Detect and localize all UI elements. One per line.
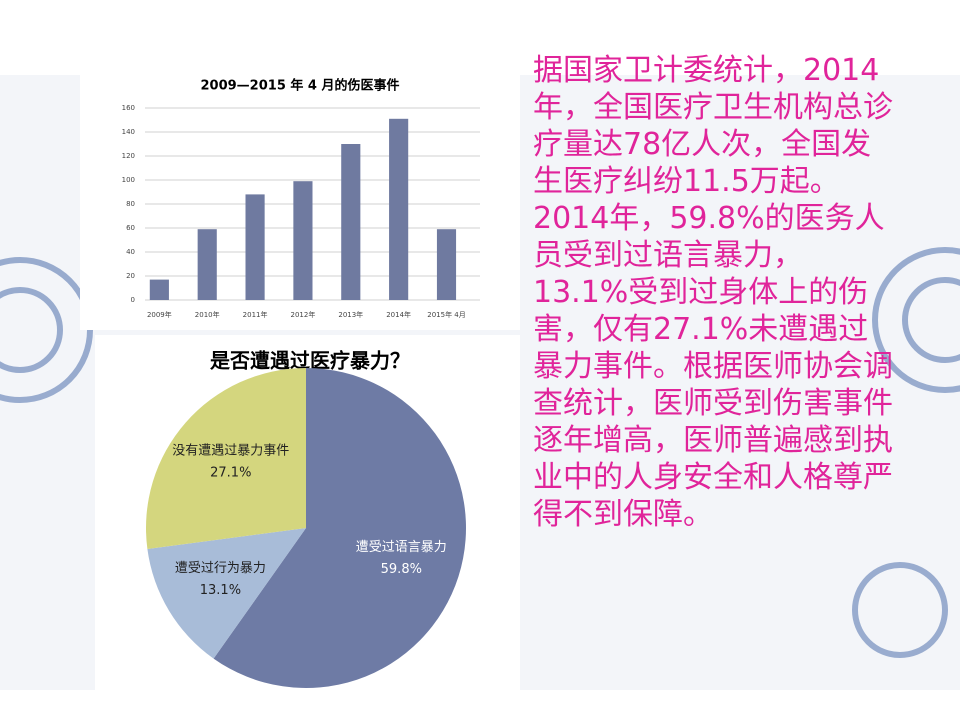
y-tick-label: 60	[126, 224, 135, 232]
slice-value: 13.1%	[200, 583, 241, 598]
x-tick-label: 2011年	[243, 310, 268, 319]
bar	[389, 118, 409, 300]
bar-title: 2009—2015 年 4 月的伤医事件	[201, 78, 400, 94]
slice-value: 27.1%	[210, 466, 251, 481]
y-tick-label: 140	[122, 128, 135, 136]
paragraph: 据国家卫计委统计，2014年，全国医疗卫生机构总诊疗量达78亿人次，全国发生医疗…	[533, 53, 893, 532]
x-tick-label: 2015年 4月	[427, 310, 466, 319]
pie-slice	[146, 368, 306, 550]
x-tick-label: 2014年	[386, 310, 411, 319]
x-tick-label: 2009年	[147, 310, 172, 319]
slice-value: 59.8%	[381, 562, 422, 577]
x-tick-label: 2010年	[195, 310, 220, 319]
x-tick-label: 2013年	[338, 310, 363, 319]
y-tick-label: 20	[126, 272, 135, 280]
y-tick-label: 100	[122, 176, 135, 184]
bar	[149, 279, 169, 300]
pie-slice	[213, 367, 466, 688]
slice-label: 遭受过语言暴力	[356, 540, 447, 555]
slice-label: 没有遭遇过暴力事件	[172, 444, 289, 459]
bar	[245, 194, 265, 300]
pie-slice	[147, 528, 306, 659]
bar	[436, 229, 457, 300]
y-tick-label: 0	[131, 296, 135, 304]
bar	[293, 181, 313, 300]
y-tick-label: 160	[122, 104, 135, 112]
x-tick-label: 2012年	[291, 310, 316, 319]
slice-label: 遭受过行为暴力	[175, 561, 266, 576]
y-tick-label: 120	[122, 152, 135, 160]
bar	[197, 229, 217, 300]
y-tick-label: 40	[126, 248, 135, 256]
bar	[341, 144, 361, 300]
y-tick-label: 80	[126, 200, 135, 208]
